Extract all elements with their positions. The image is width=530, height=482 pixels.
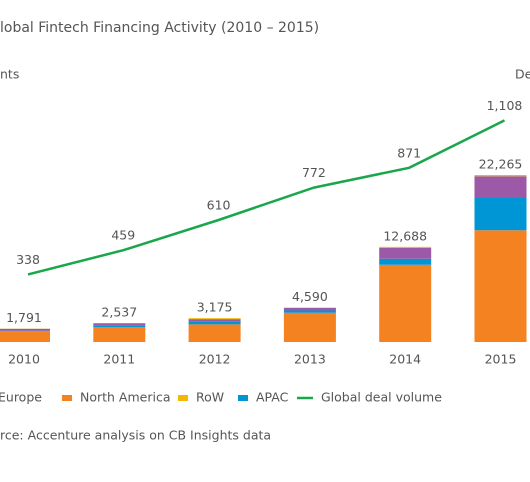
bar-segment: [93, 325, 146, 327]
legend-label: RoW: [196, 390, 224, 405]
bar-segment: [188, 321, 241, 325]
bar-segment: [283, 307, 336, 311]
bar-segment: [474, 175, 527, 177]
bar-segment: [379, 247, 432, 259]
source: rce: Accenture analysis on CB Insights d…: [0, 428, 271, 443]
line-label: 871: [397, 145, 421, 160]
line-label: 772: [302, 165, 326, 180]
bar-segment: [283, 310, 336, 313]
total-label: 4,590: [292, 289, 328, 304]
x-tick-label: 2013: [294, 352, 326, 367]
legend-marker: [178, 395, 188, 401]
legend-label: Global deal volume: [321, 390, 442, 405]
x-tick-label: 2015: [485, 352, 517, 367]
legend-label: APAC: [256, 390, 289, 405]
x-tick-label: 2011: [103, 352, 135, 367]
bar-segment: [0, 328, 50, 331]
total-label: 22,265: [479, 157, 523, 172]
bar-segment: [379, 258, 432, 265]
line-label: 610: [207, 198, 231, 213]
line-label: 1,108: [487, 98, 523, 113]
y2-axis-label: De: [515, 67, 530, 82]
legend-marker: [238, 395, 248, 401]
bar-segment: [93, 323, 146, 326]
x-tick-label: 2014: [389, 352, 421, 367]
legend-label: Europe: [0, 390, 42, 405]
x-tick-label: 2012: [199, 352, 231, 367]
x-tick-label: 2010: [8, 352, 40, 367]
bar-segment: [283, 312, 336, 342]
line: [27, 119, 506, 276]
total-label: 2,537: [101, 304, 137, 319]
total-label: 3,175: [197, 300, 233, 315]
line-label: 338: [16, 252, 40, 267]
bar-segment: [0, 331, 50, 342]
bar-segment: [188, 318, 241, 320]
total-label: 12,688: [383, 228, 427, 243]
bar-segment: [188, 319, 241, 322]
y-axis-label: nts: [0, 67, 19, 82]
chart-title: lobal Fintech Financing Activity (2010 –…: [0, 20, 319, 36]
bar-segment: [379, 246, 432, 248]
line-label: 459: [111, 228, 135, 243]
bar-segment: [474, 230, 527, 342]
legend-marker: [62, 395, 72, 401]
bar-segment: [188, 324, 241, 342]
bar-segment: [379, 264, 432, 342]
bar-segment: [93, 327, 146, 342]
legend-label: North America: [80, 390, 171, 405]
bar-segment: [474, 198, 527, 231]
bar-segment: [474, 176, 527, 198]
total-label: 1,791: [6, 310, 42, 325]
